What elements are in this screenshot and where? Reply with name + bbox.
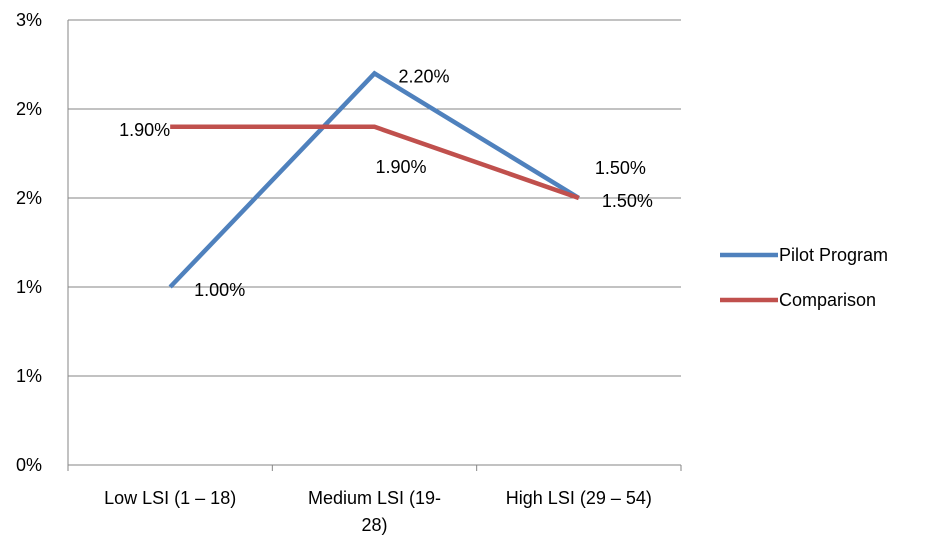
legend-label: Comparison: [779, 290, 876, 310]
x-tick-label: High LSI (29 – 54): [506, 488, 652, 508]
data-label: 1.00%: [194, 280, 245, 300]
series-line: [168, 70, 581, 289]
axes: [67, 20, 682, 471]
data-label: 2.20%: [399, 66, 450, 86]
data-label: 1.50%: [595, 158, 646, 178]
y-tick-label: 1%: [16, 366, 42, 386]
x-tick-label: 28): [361, 515, 387, 535]
y-tick-label: 0%: [16, 455, 42, 475]
x-axis-tick-labels: Low LSI (1 – 18) Medium LSI (19- 28) High L…: [104, 488, 652, 535]
y-tick-label: 2%: [16, 188, 42, 208]
data-label: 1.50%: [602, 191, 653, 211]
y-axis-tick-labels: 0% 1% 1% 2% 2% 3%: [16, 10, 42, 475]
data-label: 1.90%: [376, 157, 427, 177]
series-line: [170, 124, 580, 201]
y-tick-label: 2%: [16, 99, 42, 119]
data-labels: 1.00% 2.20% 1.50% 1.90% 1.90% 1.50%: [119, 66, 653, 300]
legend-label: Pilot Program: [779, 245, 888, 265]
series-lines: [168, 70, 581, 289]
x-tick-label: Low LSI (1 – 18): [104, 488, 236, 508]
y-tick-label: 1%: [16, 277, 42, 297]
legend: Pilot Program Comparison: [720, 245, 888, 310]
x-tick-label: Medium LSI (19-: [308, 488, 441, 508]
data-label: 1.90%: [119, 120, 170, 140]
y-tick-label: 3%: [16, 10, 42, 30]
